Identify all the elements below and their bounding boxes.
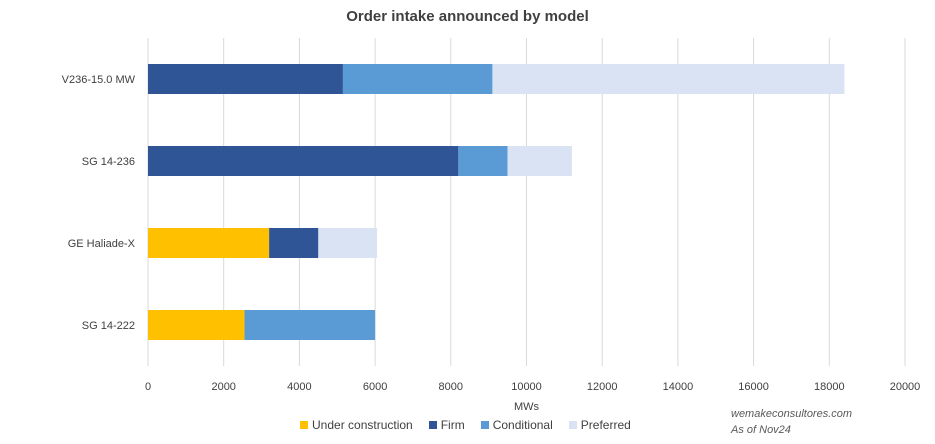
- legend-label: Firm: [440, 418, 465, 432]
- chart-title: Order intake announced by model: [346, 8, 589, 25]
- legend-label: Conditional: [492, 418, 553, 432]
- legend-item: Under construction: [300, 418, 413, 432]
- watermark-site: wemakeconsultores.com: [731, 408, 853, 420]
- bar-segment: [148, 64, 343, 94]
- legend-label: Preferred: [580, 418, 631, 432]
- category-label: SG 14-236: [82, 156, 135, 168]
- legend-label: Under construction: [312, 418, 413, 432]
- legend-swatch: [480, 421, 489, 429]
- bar-segment: [507, 146, 572, 176]
- bar-segment: [148, 228, 270, 258]
- legend-item: Firm: [428, 418, 465, 432]
- legend: Under construction Firm Conditional Preferr…: [300, 418, 631, 432]
- watermark-date: As of Nov24: [731, 424, 791, 436]
- x-tick-label: 0: [145, 381, 151, 393]
- legend-swatch: [428, 421, 437, 429]
- legend-swatch: [568, 421, 577, 429]
- x-tick-label: 12000: [587, 381, 618, 393]
- category-label: V236-15.0 MW: [62, 74, 136, 86]
- x-tick-label: 14000: [663, 381, 694, 393]
- x-tick-label: 10000: [511, 381, 542, 393]
- bar-segment: [269, 228, 319, 258]
- category-label: SG 14-222: [82, 320, 135, 332]
- x-tick-label: 16000: [738, 381, 769, 393]
- legend-item: Preferred: [568, 418, 631, 432]
- x-axis-title: MWs: [514, 401, 540, 413]
- x-tick-label: 8000: [439, 381, 463, 393]
- legend-item: Conditional: [480, 418, 553, 432]
- x-tick-label: 18000: [814, 381, 845, 393]
- x-tick-label: 20000: [890, 381, 921, 393]
- x-tick-label: 4000: [287, 381, 311, 393]
- bar-segment: [244, 310, 376, 340]
- x-tick-label: 2000: [211, 381, 235, 393]
- bar-segment: [342, 64, 493, 94]
- category-label: GE Haliade-X: [68, 238, 136, 250]
- bar-segment: [318, 228, 377, 258]
- bar-segment: [148, 310, 245, 340]
- bar-segment: [492, 64, 845, 94]
- x-tick-label: 6000: [363, 381, 387, 393]
- legend-swatch: [300, 421, 308, 429]
- bar-segment: [458, 146, 508, 176]
- bar-segment: [148, 146, 459, 176]
